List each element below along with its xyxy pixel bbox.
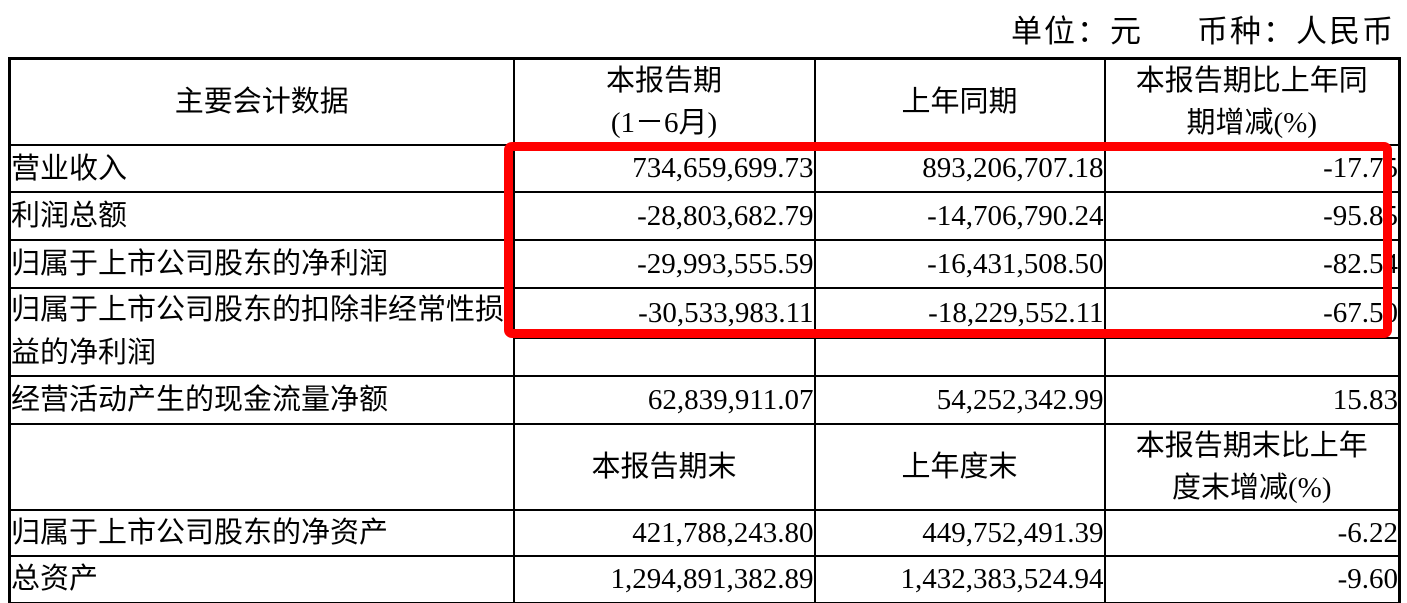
change-percent-value: -82.54 xyxy=(1103,239,1401,289)
current-period-value: -29,993,555.59 xyxy=(512,239,816,289)
prior-period-value: -14,706,790.24 xyxy=(813,191,1106,241)
prior-period-value: 893,206,707.18 xyxy=(813,144,1106,193)
metric-label: 利润总额 xyxy=(8,191,515,241)
prior-period-value: -18,229,552.11 xyxy=(813,286,1106,340)
header-change-percent: 本报告期比上年同 期增减(%) xyxy=(1103,57,1401,146)
table-row-net-assets: 归属于上市公司股东的净资产 421,788,243.80 449,752,491… xyxy=(8,509,1401,557)
metric-label: 总资产 xyxy=(8,555,515,603)
metric-label: 经营活动产生的现金流量净额 xyxy=(8,375,515,425)
table-row-revenue: 营业收入 734,659,699.73 893,206,707.18 -17.7… xyxy=(8,144,1401,193)
header-current-period-line2: (1－6月) xyxy=(610,107,718,139)
current-period-end-value: 421,788,243.80 xyxy=(512,509,816,557)
table-row-total-profit: 利润总额 -28,803,682.79 -14,706,790.24 -95.8… xyxy=(8,191,1401,241)
currency-label: 币种：人民币 xyxy=(1197,14,1395,49)
table-row-operating-cash-flow: 经营活动产生的现金流量净额 62,839,911.07 54,252,342.9… xyxy=(8,375,1401,425)
header-end-change-percent-line1: 本报告期末比上年 xyxy=(1135,430,1368,462)
current-period-end-value: 1,294,891,382.89 xyxy=(512,555,816,603)
key-accounting-data-table: 主要会计数据 本报告期 (1－6月) 上年同期 本报告期比上年同 期增减(%) … xyxy=(8,57,1401,603)
empty-cell xyxy=(1103,337,1401,377)
period-header-row: 主要会计数据 本报告期 (1－6月) 上年同期 本报告期比上年同 期增减(%) xyxy=(8,57,1401,146)
current-period-value: 62,839,911.07 xyxy=(512,375,816,425)
change-percent-value: -95.85 xyxy=(1103,191,1401,241)
endpoint-header-row: 本报告期末 上年度末 本报告期末比上年 度末增减(%) xyxy=(8,423,1401,511)
header-current-period-end: 本报告期末 xyxy=(512,423,816,511)
current-period-value: 734,659,699.73 xyxy=(512,144,816,193)
prior-year-end-value: 449,752,491.39 xyxy=(813,509,1106,557)
prior-year-end-value: 1,432,383,524.94 xyxy=(813,555,1106,603)
table-row-total-assets: 总资产 1,294,891,382.89 1,432,383,524.94 -9… xyxy=(8,555,1401,603)
table-row-spacer xyxy=(10,337,1401,377)
prior-period-value: -16,431,508.50 xyxy=(813,239,1106,289)
header-main-label: 主要会计数据 xyxy=(8,57,515,146)
change-percent-value: -67.50 xyxy=(1103,286,1401,340)
metric-label: 归属于上市公司股东的扣除非经常性损益的净利润 xyxy=(8,287,515,377)
current-period-value: -30,533,983.11 xyxy=(512,286,816,340)
unit-label: 单位：元 xyxy=(1011,14,1143,49)
change-percent-value: -6.22 xyxy=(1103,509,1401,557)
header-change-percent-line2: 期增减(%) xyxy=(1186,107,1317,139)
prior-period-value: 54,252,342.99 xyxy=(813,375,1106,425)
header-current-period: 本报告期 (1－6月) xyxy=(512,57,816,146)
header-empty-label xyxy=(8,423,515,511)
table-row-net-profit: 归属于上市公司股东的净利润 -29,993,555.59 -16,431,508… xyxy=(8,239,1401,289)
header-end-change-percent: 本报告期末比上年 度末增减(%) xyxy=(1103,423,1401,511)
metric-label: 营业收入 xyxy=(8,144,515,193)
metric-label: 归属于上市公司股东的净利润 xyxy=(8,239,515,289)
change-percent-value: 15.83 xyxy=(1103,375,1401,425)
header-prior-period: 上年同期 xyxy=(813,57,1106,146)
empty-cell xyxy=(512,337,816,377)
header-end-change-percent-line2: 度末增减(%) xyxy=(1172,472,1332,504)
empty-cell xyxy=(813,337,1106,377)
metric-label: 归属于上市公司股东的净资产 xyxy=(8,509,515,557)
unit-currency-note: 单位：元 币种：人民币 xyxy=(1011,6,1395,51)
change-percent-value: -17.75 xyxy=(1103,144,1401,193)
header-current-period-line1: 本报告期 xyxy=(605,65,722,97)
table-row-net-profit-excl-nonrecurring: 归属于上市公司股东的扣除非经常性损益的净利润 -30,533,983.11 -1… xyxy=(8,286,1401,377)
current-period-value: -28,803,682.79 xyxy=(512,191,816,241)
change-percent-value: -9.60 xyxy=(1103,555,1401,603)
header-change-percent-line1: 本报告期比上年同 xyxy=(1135,65,1368,97)
header-prior-year-end: 上年度末 xyxy=(813,423,1106,511)
